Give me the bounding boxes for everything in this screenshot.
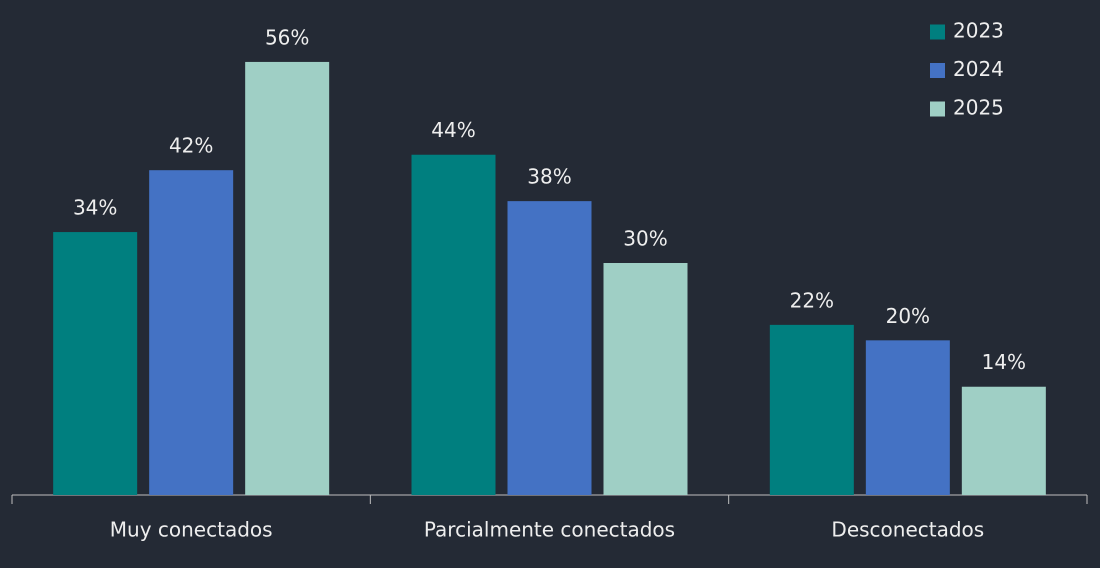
bar bbox=[961, 386, 1046, 495]
data-label: 30% bbox=[623, 227, 667, 251]
bar bbox=[53, 232, 138, 496]
data-label: 20% bbox=[886, 304, 930, 328]
x-tick-label: Muy conectados bbox=[110, 518, 273, 542]
bar bbox=[245, 61, 330, 495]
legend-swatch bbox=[930, 63, 945, 78]
x-tick-label: Desconectados bbox=[831, 518, 984, 542]
x-tick-label: Parcialmente conectados bbox=[424, 518, 675, 542]
legend-swatch bbox=[930, 24, 945, 40]
data-label: 38% bbox=[527, 165, 571, 189]
data-label: 56% bbox=[265, 25, 309, 49]
legend-label: 2023 bbox=[953, 19, 1004, 43]
legend-label: 2024 bbox=[953, 57, 1004, 81]
bar bbox=[411, 154, 496, 495]
data-label: 14% bbox=[982, 350, 1026, 374]
bar bbox=[769, 324, 854, 495]
data-label: 42% bbox=[169, 134, 213, 158]
bar bbox=[507, 201, 592, 495]
bar bbox=[603, 263, 688, 495]
data-label: 34% bbox=[73, 196, 117, 220]
data-label: 44% bbox=[431, 118, 475, 142]
legend-label: 2025 bbox=[953, 96, 1004, 120]
legend-swatch bbox=[930, 101, 945, 117]
bar bbox=[149, 170, 234, 495]
data-label: 22% bbox=[790, 288, 834, 312]
bar bbox=[865, 340, 950, 495]
